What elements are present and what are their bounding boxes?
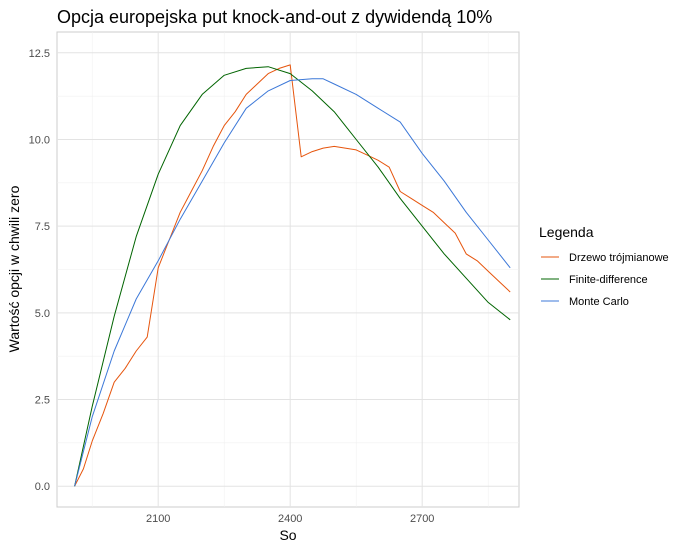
legend-label: Finite-difference [569,274,648,286]
y-axis-ticks: 0.0 2.5 5.0 7.5 10.0 12.5 [29,48,50,493]
y-tick-label: 7.5 [35,221,50,233]
x-axis-label: So [279,527,296,543]
x-tick-label: 2100 [146,513,170,525]
series-line-monte-carlo [74,78,511,487]
x-axis-ticks: 2100 2400 2700 [146,513,434,525]
y-tick-label: 10.0 [29,134,50,146]
x-tick-label: 2700 [410,513,434,525]
y-axis-label: Wartość opcji w chwili zero [6,185,22,352]
y-tick-label: 2.5 [35,395,50,407]
legend-label: Monte Carlo [569,296,629,308]
series-line-drzewo-tr-jmianowe [74,64,511,487]
y-tick-label: 0.0 [35,481,50,493]
legend-label: Drzewo trójmianowe [569,252,669,264]
series-layer [74,64,511,487]
legend: Legenda Drzewo trójmianowe Finite-differe… [539,224,669,308]
y-tick-label: 12.5 [29,48,50,60]
series-line-finite-difference [74,66,511,487]
x-tick-label: 2400 [278,513,302,525]
y-tick-label: 5.0 [35,308,50,320]
chart-title: Opcja europejska put knock-and-out z dyw… [57,7,492,27]
legend-title: Legenda [539,224,594,240]
